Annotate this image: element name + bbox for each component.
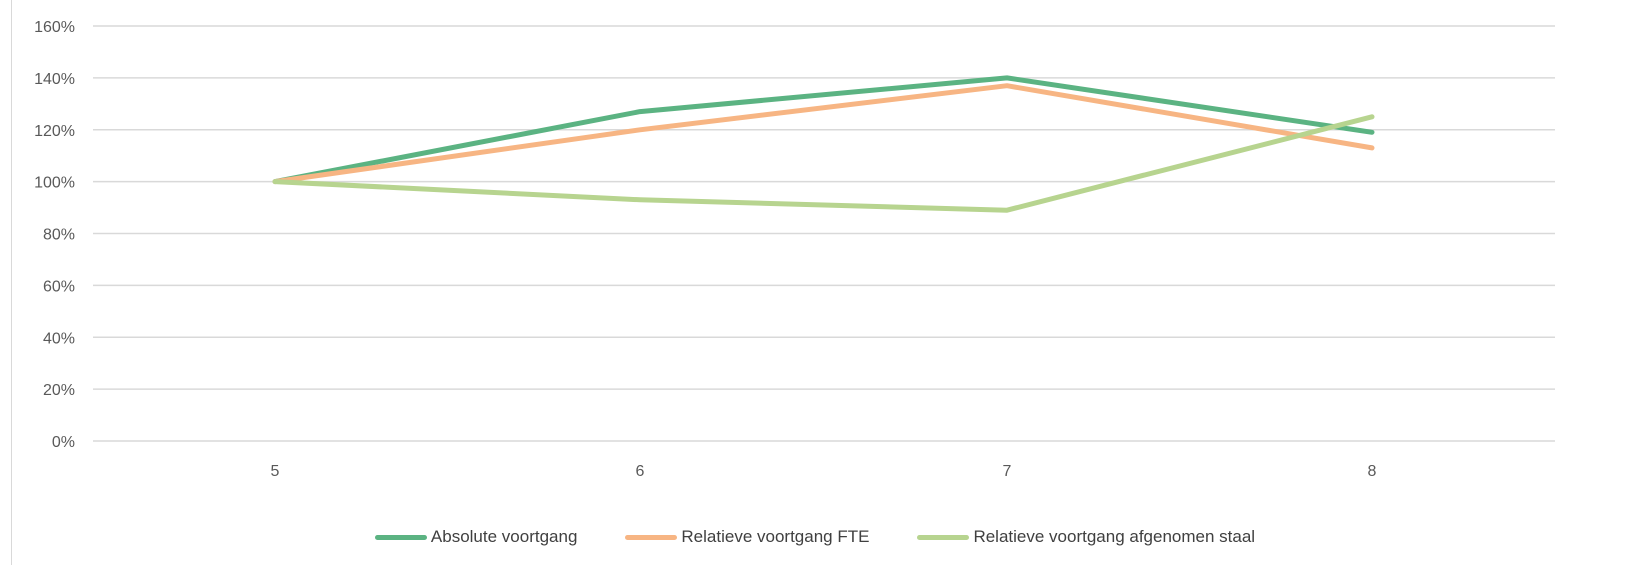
y-tick-label: 160% (34, 19, 75, 36)
y-tick-label: 80% (43, 227, 75, 244)
series-line-0 (272, 75, 1375, 185)
x-tick-label: 8 (1368, 463, 1377, 480)
x-tick-label: 5 (271, 463, 280, 480)
y-tick-label: 100% (34, 175, 75, 192)
legend-item-1: Relatieve voortgang FTE (625, 527, 869, 547)
y-tick-label: 20% (43, 382, 75, 399)
x-tick-label: 6 (636, 463, 645, 480)
y-tick-label: 40% (43, 330, 75, 347)
legend-swatch-2 (917, 534, 970, 540)
legend-item-0: Absolute voortgang (374, 527, 578, 547)
legend-item-2: Relatieve voortgang afgenomen staal (917, 527, 1255, 547)
y-tick-label: 60% (43, 278, 75, 295)
x-tick-label: 7 (1003, 463, 1012, 480)
legend: Absolute voortgang Relatieve voortgang F… (0, 522, 1630, 552)
x-axis-ticks: 5 6 7 8 (271, 463, 1377, 480)
series-line-1 (272, 83, 1375, 185)
y-axis-ticks: 0% 20% 40% 60% 80% 100% 120% 140% 160% (34, 19, 75, 451)
legend-label-0: Absolute voortgang (430, 527, 578, 546)
chart-border (11, 0, 12, 565)
legend-swatch-1 (625, 534, 678, 540)
series-lines (272, 75, 1375, 213)
y-tick-label: 120% (34, 123, 75, 140)
plot-area: 0% 20% 40% 60% 80% 100% 120% 140% 160% 5 6 7 8 (34, 19, 1555, 480)
series-line-2 (272, 114, 1375, 213)
legend-swatch-0 (374, 534, 427, 540)
legend-label-1: Relatieve voortgang FTE (681, 527, 870, 546)
legend-label-2: Relatieve voortgang afgenomen staal (973, 527, 1256, 546)
y-tick-label: 140% (34, 71, 75, 88)
gridlines (93, 25, 1555, 442)
y-tick-label: 0% (52, 434, 75, 451)
